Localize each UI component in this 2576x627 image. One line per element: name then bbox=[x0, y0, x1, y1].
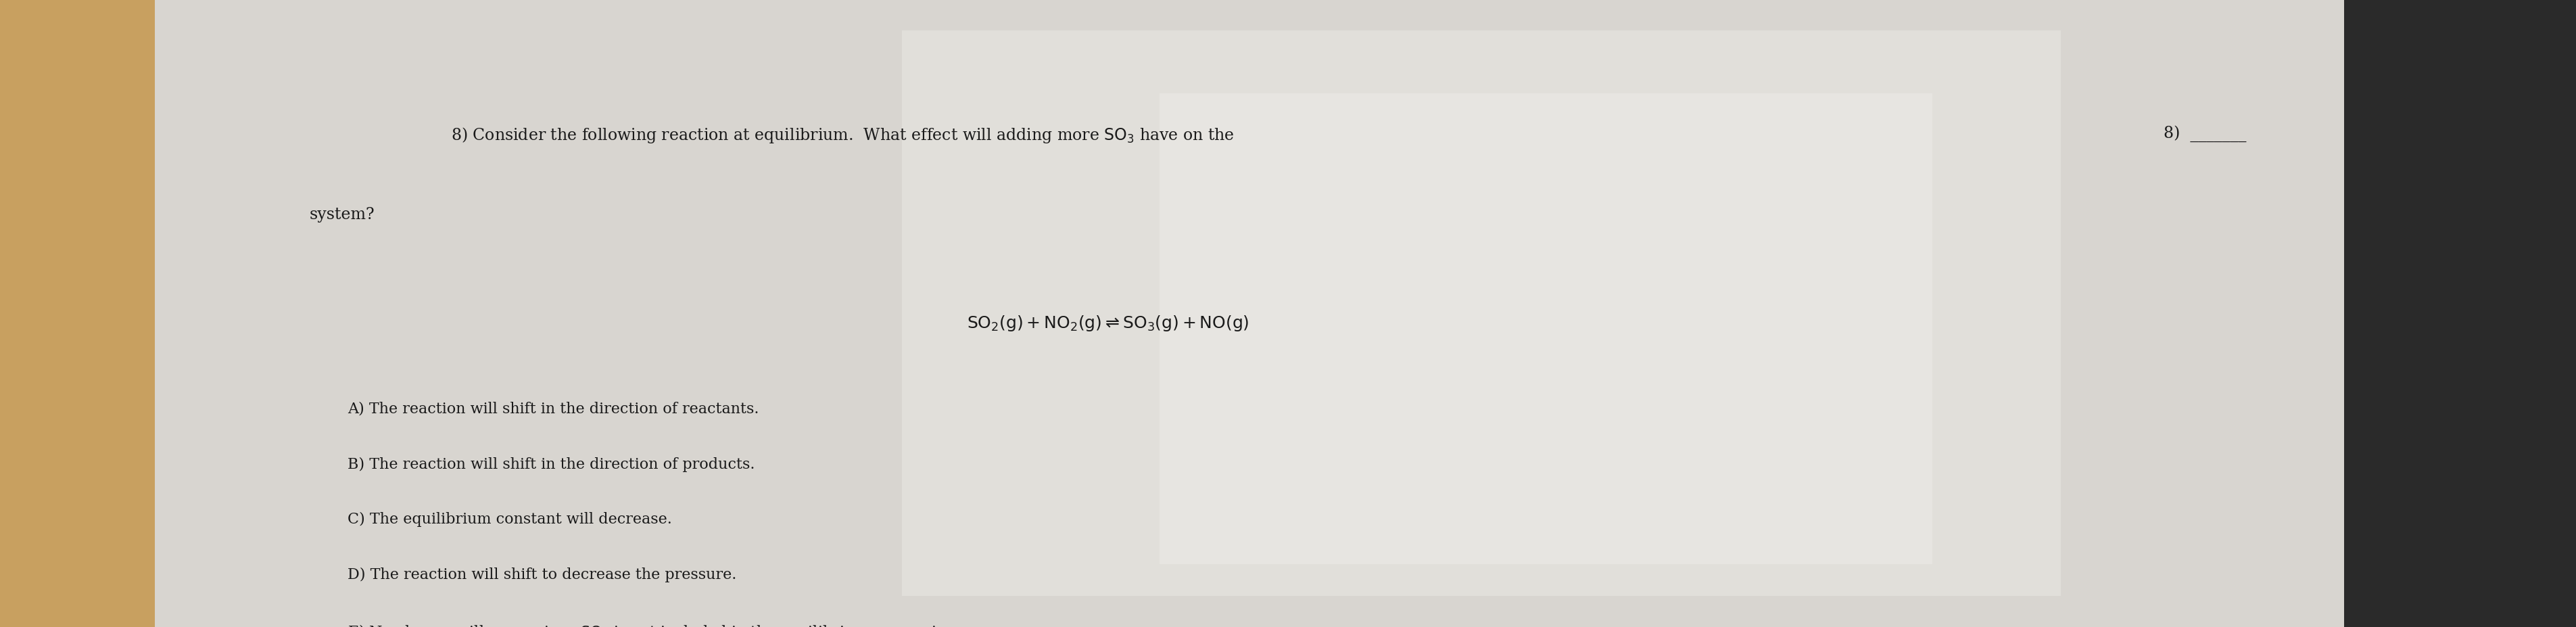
Text: 8) Consider the following reaction at equilibrium.  What effect will adding more: 8) Consider the following reaction at eq… bbox=[451, 125, 1234, 144]
FancyBboxPatch shape bbox=[2293, 0, 2576, 627]
FancyBboxPatch shape bbox=[902, 31, 2061, 596]
FancyBboxPatch shape bbox=[1159, 94, 1932, 564]
Text: $\mathrm{SO_2(g) + NO_2(g) \rightleftharpoons SO_3(g) + NO(g)}$: $\mathrm{SO_2(g) + NO_2(g) \rightlefthar… bbox=[966, 314, 1249, 332]
Text: 8)  _______: 8) _______ bbox=[2164, 125, 2246, 142]
Text: B) The reaction will shift in the direction of products.: B) The reaction will shift in the direct… bbox=[348, 456, 755, 472]
Text: C) The equilibrium constant will decrease.: C) The equilibrium constant will decreas… bbox=[348, 512, 672, 527]
Text: system?: system? bbox=[309, 207, 374, 223]
FancyBboxPatch shape bbox=[155, 0, 2344, 627]
Text: A) The reaction will shift in the direction of reactants.: A) The reaction will shift in the direct… bbox=[348, 401, 760, 416]
Text: E) No change will occur since $\mathrm{SO_3}$ is not included in the equilibrium: E) No change will occur since $\mathrm{S… bbox=[348, 622, 961, 627]
Text: D) The reaction will shift to decrease the pressure.: D) The reaction will shift to decrease t… bbox=[348, 567, 737, 582]
